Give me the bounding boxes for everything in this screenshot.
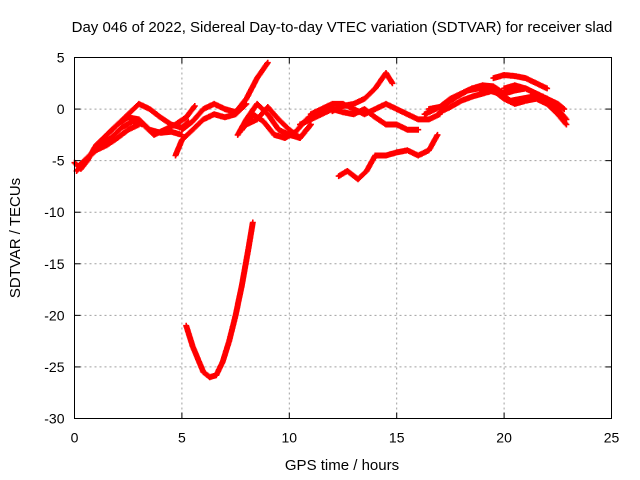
data-series-arc13: [329, 70, 396, 115]
y-tick-label: -10: [44, 204, 64, 220]
y-axis-label: SDTVAR / TECUs: [7, 178, 24, 298]
x-tick-label: 20: [496, 430, 512, 446]
x-axis-label: GPS time / hours: [285, 457, 399, 474]
data-series-arc19: [501, 82, 570, 123]
data-series-arc6: [178, 59, 271, 133]
data-series-arc14: [335, 131, 441, 183]
y-tick-label: -15: [44, 256, 64, 272]
grid-lines: [74, 57, 612, 419]
x-tick-label: 10: [282, 430, 298, 446]
y-tick-label: 5: [57, 50, 65, 66]
y-tick-label: -5: [52, 153, 65, 169]
y-tick-label: -25: [44, 359, 64, 375]
data-series-arc4: [93, 121, 142, 154]
data-series-arc10: [243, 104, 314, 141]
data-markers-arc1: [71, 100, 192, 172]
x-tick-label: 5: [178, 430, 186, 446]
data-markers-arc7: [183, 219, 256, 381]
data-series: [71, 59, 570, 381]
x-tick-label: 15: [389, 430, 405, 446]
x-tick-label: 0: [71, 430, 79, 446]
data-series-arc12: [307, 100, 443, 123]
plot-frame: [74, 57, 612, 419]
y-tick-label: -30: [44, 411, 64, 427]
data-series-arc18: [490, 72, 551, 92]
data-series-arc1: [71, 100, 192, 172]
y-tick-label: -20: [44, 307, 64, 323]
x-tick-label: 25: [604, 430, 620, 446]
data-series-arc7: [183, 219, 256, 381]
data-markers-arc14: [335, 131, 441, 183]
data-series-arc3: [75, 103, 198, 169]
axis-ticks: 0 5 10 15 20 25 -30 -25 -20 -15 -10 -5 0 5: [44, 50, 619, 446]
chart-title: Day 046 of 2022, Sidereal Day-to-day VTE…: [72, 19, 613, 36]
data-series-arc17: [436, 87, 570, 128]
y-tick-label: 0: [57, 101, 65, 117]
